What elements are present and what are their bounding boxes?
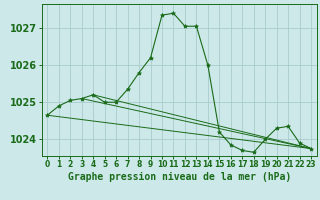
X-axis label: Graphe pression niveau de la mer (hPa): Graphe pression niveau de la mer (hPa)	[68, 172, 291, 182]
